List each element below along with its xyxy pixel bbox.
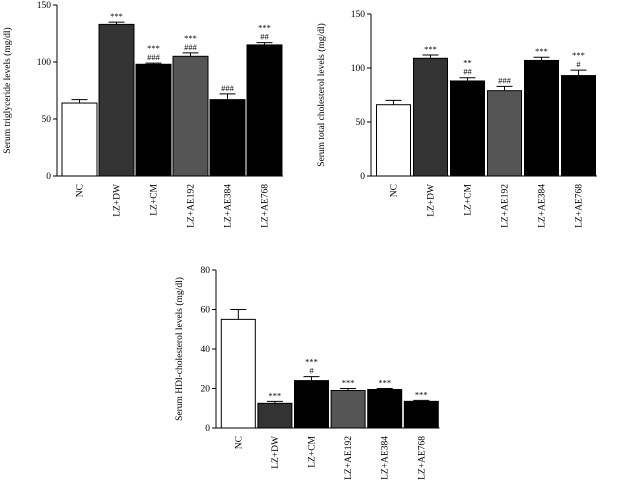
significance-label: ### bbox=[221, 83, 235, 93]
significance-label: *** bbox=[424, 44, 437, 54]
error-bar bbox=[496, 85, 513, 91]
x-tick-label: LZ+AE192 bbox=[501, 184, 511, 228]
x-tick-label: LZ+DW bbox=[427, 184, 437, 217]
significance-label: *** bbox=[110, 11, 123, 21]
significance-label: # bbox=[576, 59, 581, 69]
error-bar bbox=[71, 99, 88, 104]
significance-label: *** bbox=[258, 23, 271, 33]
x-tick-label: LZ+CM bbox=[150, 183, 160, 215]
y-tick-label: 150 bbox=[351, 10, 366, 20]
x-tick-label: NC bbox=[234, 436, 244, 449]
error-bar bbox=[570, 69, 587, 76]
x-tick-label: LZ+AE384 bbox=[538, 184, 548, 228]
error-bar bbox=[145, 62, 162, 65]
x-tick-label: LZ+AE192 bbox=[344, 436, 354, 480]
y-tick-label: 0 bbox=[360, 172, 365, 182]
significance-label: ** bbox=[463, 58, 472, 68]
y-tick-label: 100 bbox=[37, 58, 52, 68]
significance-label: *** bbox=[535, 46, 548, 56]
error-bar bbox=[230, 309, 247, 320]
significance-label: ### bbox=[498, 75, 512, 85]
bar bbox=[561, 75, 596, 177]
x-tick-label: LZ+DW bbox=[113, 184, 123, 217]
error-bar bbox=[533, 56, 550, 61]
y-tick-label: 50 bbox=[42, 115, 52, 125]
x-tick-label: LZ+DW bbox=[271, 436, 281, 469]
error-bar bbox=[459, 77, 476, 81]
x-tick-label: LZ+AE384 bbox=[381, 436, 391, 480]
significance-label: ## bbox=[463, 67, 472, 77]
error-bar bbox=[266, 400, 283, 404]
significance-label: ## bbox=[260, 32, 269, 42]
y-tick-label: 50 bbox=[356, 118, 366, 128]
error-bar bbox=[340, 388, 357, 391]
significance-label: *** bbox=[184, 33, 197, 43]
bar bbox=[246, 44, 283, 177]
y-tick-label: 40 bbox=[201, 345, 211, 355]
x-tick-label: LZ+AE768 bbox=[575, 184, 585, 228]
error-bar bbox=[385, 99, 402, 105]
bar bbox=[220, 318, 256, 429]
x-tick-label: LZ+AE192 bbox=[187, 184, 197, 228]
bar bbox=[294, 380, 329, 429]
bar bbox=[209, 99, 246, 177]
y-tick-label: 0 bbox=[205, 424, 210, 434]
bar bbox=[257, 402, 293, 429]
x-tick-label: LZ+AE768 bbox=[417, 436, 427, 480]
bar bbox=[98, 23, 135, 177]
y-tick-label: 20 bbox=[201, 385, 211, 395]
significance-label: *** bbox=[378, 378, 391, 388]
significance-label: *** bbox=[342, 378, 355, 388]
error-bar bbox=[413, 399, 430, 402]
error-bar bbox=[219, 93, 236, 100]
significance-label: *** bbox=[147, 43, 160, 53]
x-tick-label: LZ+CM bbox=[308, 435, 318, 467]
bar bbox=[376, 104, 411, 177]
x-tick-label: LZ+AE384 bbox=[224, 184, 234, 228]
bar bbox=[61, 102, 98, 177]
error-bar bbox=[303, 376, 320, 381]
error-bar bbox=[108, 21, 125, 25]
error-bar bbox=[422, 54, 439, 59]
error-bar bbox=[256, 42, 273, 45]
x-tick-label: NC bbox=[390, 184, 400, 197]
significance-label: ### bbox=[147, 52, 161, 62]
y-axis-label: Serum total cholesterol levels (mg/dl) bbox=[316, 23, 327, 167]
bar bbox=[172, 55, 209, 177]
error-bar bbox=[182, 52, 199, 57]
bar bbox=[403, 400, 439, 429]
bar bbox=[413, 57, 448, 177]
x-tick-label: LZ+CM bbox=[464, 183, 474, 215]
bar bbox=[367, 388, 403, 429]
error-bar bbox=[376, 388, 393, 390]
significance-label: *** bbox=[305, 357, 318, 367]
y-axis-label: Serum triglyceride levels (mg/dl) bbox=[2, 27, 13, 153]
significance-label: *** bbox=[572, 50, 585, 60]
y-axis-label: Serum HDl-cholesterol levels (mg/dl) bbox=[174, 277, 185, 421]
y-tick-label: 60 bbox=[201, 306, 211, 316]
bar bbox=[450, 80, 485, 177]
y-tick-label: 100 bbox=[351, 64, 366, 74]
y-tick-label: 0 bbox=[46, 172, 51, 182]
bar bbox=[487, 90, 522, 177]
x-tick-label: NC bbox=[76, 184, 86, 197]
significance-label: # bbox=[309, 366, 314, 376]
significance-label: *** bbox=[269, 390, 282, 400]
x-tick-label: LZ+AE768 bbox=[261, 184, 271, 228]
bar bbox=[135, 63, 172, 177]
y-tick-label: 150 bbox=[37, 1, 52, 11]
significance-label: ### bbox=[184, 42, 198, 52]
y-tick-label: 80 bbox=[201, 266, 211, 276]
bar bbox=[330, 389, 366, 429]
significance-label: *** bbox=[415, 389, 428, 399]
bar bbox=[524, 59, 559, 177]
